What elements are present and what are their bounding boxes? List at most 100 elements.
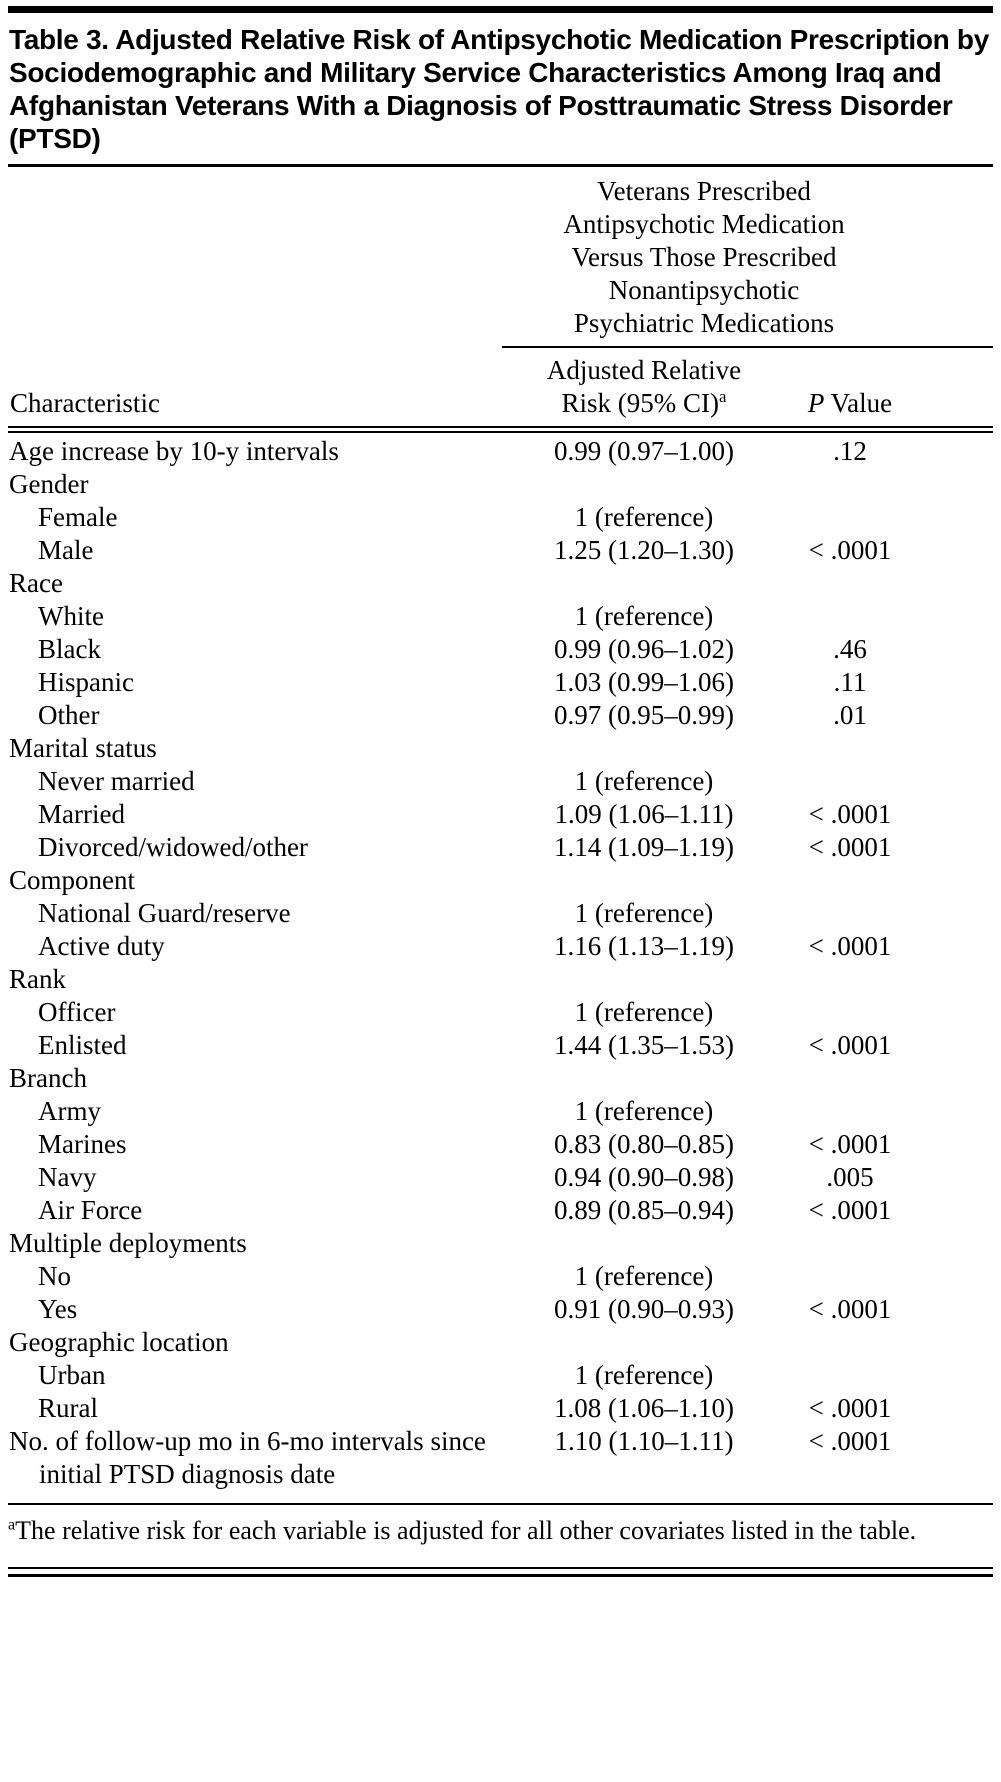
- header-rule: [8, 426, 993, 433]
- table-row: Yes 0.91 (0.90–0.93) < .0001: [8, 1293, 993, 1326]
- row-characteristic: Urban: [38, 1360, 106, 1390]
- column-header-p-value: P Value: [790, 387, 910, 420]
- row-adjusted-relative-risk: 1 (reference): [574, 1360, 714, 1390]
- table-row: Geographic location: [8, 1326, 993, 1359]
- row-characteristic: Air Force: [38, 1195, 143, 1225]
- row-p-value: < .0001: [808, 1294, 892, 1324]
- row-characteristic: Geographic location: [9, 1327, 229, 1357]
- row-characteristic: Hispanic: [38, 667, 134, 697]
- row-p-value: < .0001: [808, 1030, 892, 1060]
- footnote-marker: a: [8, 1516, 16, 1534]
- row-characteristic: Male: [38, 535, 94, 565]
- row-adjusted-relative-risk: 0.99 (0.97–1.00): [554, 436, 734, 466]
- table-footnote: aThe relative risk for each variable is …: [8, 1505, 993, 1553]
- table-row: No. of follow-up mo in 6-mo intervals si…: [8, 1425, 993, 1491]
- row-characteristic: Active duty: [38, 931, 165, 961]
- table-row: Officer 1 (reference): [8, 996, 993, 1029]
- title-rule: [8, 164, 993, 167]
- row-adjusted-relative-risk: 0.83 (0.80–0.85): [554, 1129, 734, 1159]
- row-p-value: < .0001: [808, 1393, 892, 1423]
- table-row: Urban 1 (reference): [8, 1359, 993, 1392]
- row-adjusted-relative-risk: 0.94 (0.90–0.98): [554, 1162, 734, 1192]
- table-row: Hispanic 1.03 (0.99–1.06) .11: [8, 666, 993, 699]
- column-header-characteristic: Characteristic: [10, 388, 160, 418]
- table-row: Gender: [8, 468, 993, 501]
- row-characteristic: Rank: [9, 964, 66, 994]
- table-row: Other 0.97 (0.95–0.99) .01: [8, 699, 993, 732]
- row-adjusted-relative-risk: 1.08 (1.06–1.10): [554, 1393, 734, 1423]
- table-row: Divorced/widowed/other 1.14 (1.09–1.19) < …: [8, 831, 993, 864]
- row-adjusted-relative-risk: 1.03 (0.99–1.06): [554, 667, 734, 697]
- row-p-value: < .0001: [808, 1129, 892, 1159]
- row-adjusted-relative-risk: 1.44 (1.35–1.53): [554, 1030, 734, 1060]
- table-row: No 1 (reference): [8, 1260, 993, 1293]
- row-characteristic: Age increase by 10-y intervals: [9, 436, 339, 466]
- column-group-header: Veterans Prescribed Antipsychotic Medica…: [563, 176, 845, 338]
- table-row: National Guard/reserve 1 (reference): [8, 897, 993, 930]
- table-row: Branch: [8, 1062, 993, 1095]
- row-p-value: .46: [833, 634, 867, 664]
- table-row: Air Force 0.89 (0.85–0.94) < .0001: [8, 1194, 993, 1227]
- row-adjusted-relative-risk: 1.16 (1.13–1.19): [554, 931, 734, 961]
- table-row: Rural 1.08 (1.06–1.10) < .0001: [8, 1392, 993, 1425]
- row-characteristic: Never married: [38, 766, 195, 796]
- risk-header-line1: Adjusted Relative: [546, 355, 742, 385]
- table-row: Army 1 (reference): [8, 1095, 993, 1128]
- table-row: Marital status: [8, 732, 993, 765]
- row-p-value: .11: [833, 667, 867, 697]
- table-page: Table 3. Adjusted Relative Risk of Antip…: [8, 6, 993, 1577]
- row-p-value: .005: [826, 1162, 874, 1192]
- row-p-value: < .0001: [808, 832, 892, 862]
- row-characteristic: Marital status: [9, 733, 157, 763]
- row-p-value: .01: [833, 700, 867, 730]
- row-characteristic: Other: [38, 700, 100, 730]
- footnote-rule: [8, 1503, 993, 1505]
- column-header-adjusted-relative-risk: Adjusted Relative Risk (95% CI)a: [498, 354, 790, 420]
- table-row: Never married 1 (reference): [8, 765, 993, 798]
- row-adjusted-relative-risk: 1 (reference): [574, 997, 714, 1027]
- risk-header-line2: Risk (95% CI)a: [498, 387, 790, 420]
- table-row: Active duty 1.16 (1.13–1.19) < .0001: [8, 930, 993, 963]
- row-characteristic: White: [38, 601, 104, 631]
- column-group-rule-row: [8, 346, 993, 348]
- row-characteristic: Race: [9, 568, 63, 598]
- row-adjusted-relative-risk: 1.10 (1.10–1.11): [554, 1426, 734, 1456]
- row-characteristic: Married: [38, 799, 125, 829]
- table-body: Age increase by 10-y intervals 0.99 (0.97…: [8, 433, 993, 1491]
- table-row: Marines 0.83 (0.80–0.85) < .0001: [8, 1128, 993, 1161]
- p-value-header-rest: Value: [824, 388, 893, 418]
- row-p-value: < .0001: [808, 931, 892, 961]
- column-group-header-row: Veterans Prescribed Antipsychotic Medica…: [8, 167, 993, 346]
- row-adjusted-relative-risk: 1 (reference): [574, 601, 714, 631]
- table-row: Rank: [8, 963, 993, 996]
- table-row: White 1 (reference): [8, 600, 993, 633]
- table-row: Black 0.99 (0.96–1.02) .46: [8, 633, 993, 666]
- top-rule: [8, 6, 993, 13]
- column-group-rule: [502, 346, 993, 348]
- row-characteristic: Rural: [38, 1393, 98, 1423]
- row-characteristic: Army: [38, 1096, 101, 1126]
- row-adjusted-relative-risk: 0.91 (0.90–0.93): [554, 1294, 734, 1324]
- table-row: Navy 0.94 (0.90–0.98) .005: [8, 1161, 993, 1194]
- row-characteristic: Divorced/widowed/other: [38, 832, 308, 862]
- row-characteristic: Female: [38, 502, 118, 532]
- row-adjusted-relative-risk: 0.99 (0.96–1.02): [554, 634, 734, 664]
- row-characteristic: No. of follow-up mo in 6-mo intervals si…: [9, 1426, 486, 1489]
- table-row: Married 1.09 (1.06–1.11) < .0001: [8, 798, 993, 831]
- bottom-rule: [8, 1567, 993, 1577]
- row-adjusted-relative-risk: 1.25 (1.20–1.30): [554, 535, 734, 565]
- row-adjusted-relative-risk: 1 (reference): [574, 898, 714, 928]
- row-characteristic: Officer: [38, 997, 116, 1027]
- row-adjusted-relative-risk: 0.97 (0.95–0.99): [554, 700, 734, 730]
- row-p-value: < .0001: [808, 1195, 892, 1225]
- row-adjusted-relative-risk: 1 (reference): [574, 502, 714, 532]
- row-characteristic: National Guard/reserve: [38, 898, 291, 928]
- table-row: Age increase by 10-y intervals 0.99 (0.97…: [8, 435, 993, 468]
- row-characteristic: Multiple deployments: [9, 1228, 247, 1258]
- table-row: Race: [8, 567, 993, 600]
- row-adjusted-relative-risk: 1.14 (1.09–1.19): [554, 832, 734, 862]
- row-characteristic: Black: [38, 634, 101, 664]
- row-characteristic: Gender: [9, 469, 89, 499]
- row-characteristic: Marines: [38, 1129, 127, 1159]
- row-characteristic: Enlisted: [38, 1030, 127, 1060]
